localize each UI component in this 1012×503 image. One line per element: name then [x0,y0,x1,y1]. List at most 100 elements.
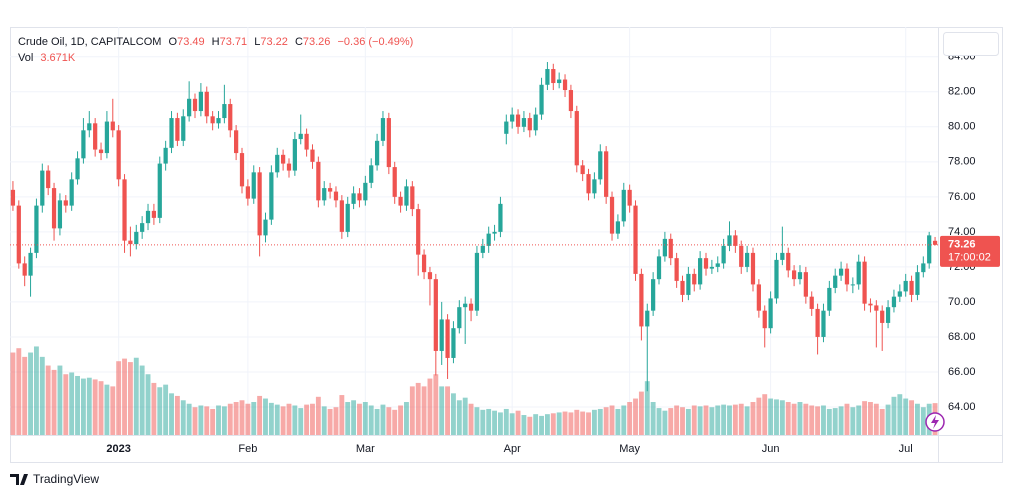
volume-bar [515,410,521,435]
legend-header: Crude Oil, 1D, CAPITALCOM O73.49 H73.71 … [18,36,413,48]
symbol: Crude Oil, 1D, CAPITALCOM [18,36,161,48]
last-price-label: 73.26 [948,239,976,251]
candle-body [451,328,456,358]
volume-bar [268,402,274,435]
candle-body [545,69,550,85]
icon-bolt[interactable] [931,415,939,429]
volume-bar [544,414,550,435]
volume-bar [521,415,527,435]
candle-body [10,189,16,206]
volume-bar [750,402,756,435]
volume-bar [63,374,69,435]
high-label: H [212,36,220,48]
candle-body [692,273,697,285]
volume-bar [703,405,709,435]
candle-body [833,275,838,288]
volume-bar [879,408,885,435]
candle-body [703,258,709,269]
volume-bar [850,407,856,435]
volume-bar [22,356,28,435]
volume-bar [468,403,474,435]
y-tick-label: 68.00 [948,331,976,343]
volume-bar [556,412,562,435]
volume-bar [33,346,39,435]
candle-body [275,154,280,173]
candle-body [22,263,27,276]
candle-body [51,188,57,229]
low-value: 73.22 [260,36,288,48]
candle-body [903,280,908,292]
candle-body [856,261,861,285]
candle-body [468,303,474,311]
brand-name: TradingView [33,472,99,486]
candle-body [486,233,491,246]
open-value: 73.49 [177,36,205,48]
volume-bar [691,405,697,435]
volume-bar [186,403,192,435]
volume-legend: Vol 3.671K [18,52,76,64]
settings-button[interactable] [943,32,999,56]
volume-bar [603,407,609,435]
candle-body [932,240,938,245]
candle-body [827,287,832,311]
volume-bar [409,386,415,435]
volume-bar [462,397,468,435]
volume-bar [263,398,268,435]
volume-bar [738,403,744,435]
volume-bar [732,404,738,435]
volume-bar [98,381,104,435]
x-tick-label: Mar [356,443,375,455]
candle-body [222,104,227,119]
candle-body [145,210,151,224]
volume-bar [920,407,926,435]
volume-bar [727,405,732,435]
volume-bar [45,365,51,435]
candle-body [744,252,750,267]
candle-body [504,121,509,134]
candle-body [850,284,855,286]
candle-body [662,238,668,257]
candle-body [151,210,157,218]
volume-bar [885,404,891,435]
volume-bar [633,398,638,435]
volume-bar [591,409,597,435]
candle-body [862,261,867,304]
volume-bar [404,402,409,435]
volume-bar [873,403,879,435]
y-tick-label: 82.00 [948,86,976,98]
candle-body [874,305,879,311]
replay-icon[interactable] [925,412,945,432]
candle-body [187,98,192,117]
volume-bar [656,408,662,435]
candle-body [304,133,309,150]
candle-body [921,263,926,273]
y-tick-label: 76.00 [948,191,976,203]
volume-bar [362,402,368,435]
y-tick-label: 80.00 [948,121,976,133]
candle-body [445,319,450,358]
volume-bar [439,386,445,435]
volume-bar [280,406,286,435]
y-tick-label: 70.00 [948,296,976,308]
volume-bar [133,357,139,435]
volume-bar [57,365,63,435]
candle-body [568,90,574,112]
volume-bar [650,402,656,435]
volume-bar [456,400,462,435]
candle-body [885,307,891,323]
volume-bar [374,408,380,435]
candle-body [421,254,427,273]
candle-body [880,310,885,323]
brand-logo [10,474,28,485]
candle-body [239,153,245,187]
volume-bar [662,410,668,435]
candle-body [809,296,814,309]
volume-bar [51,369,57,435]
candle-body [175,118,180,141]
candle-body [410,186,415,210]
volume-bar [157,387,163,435]
volume-bar [227,403,233,435]
candle-body [815,308,820,337]
volume-bar [421,386,427,435]
volume-bar [151,382,157,435]
